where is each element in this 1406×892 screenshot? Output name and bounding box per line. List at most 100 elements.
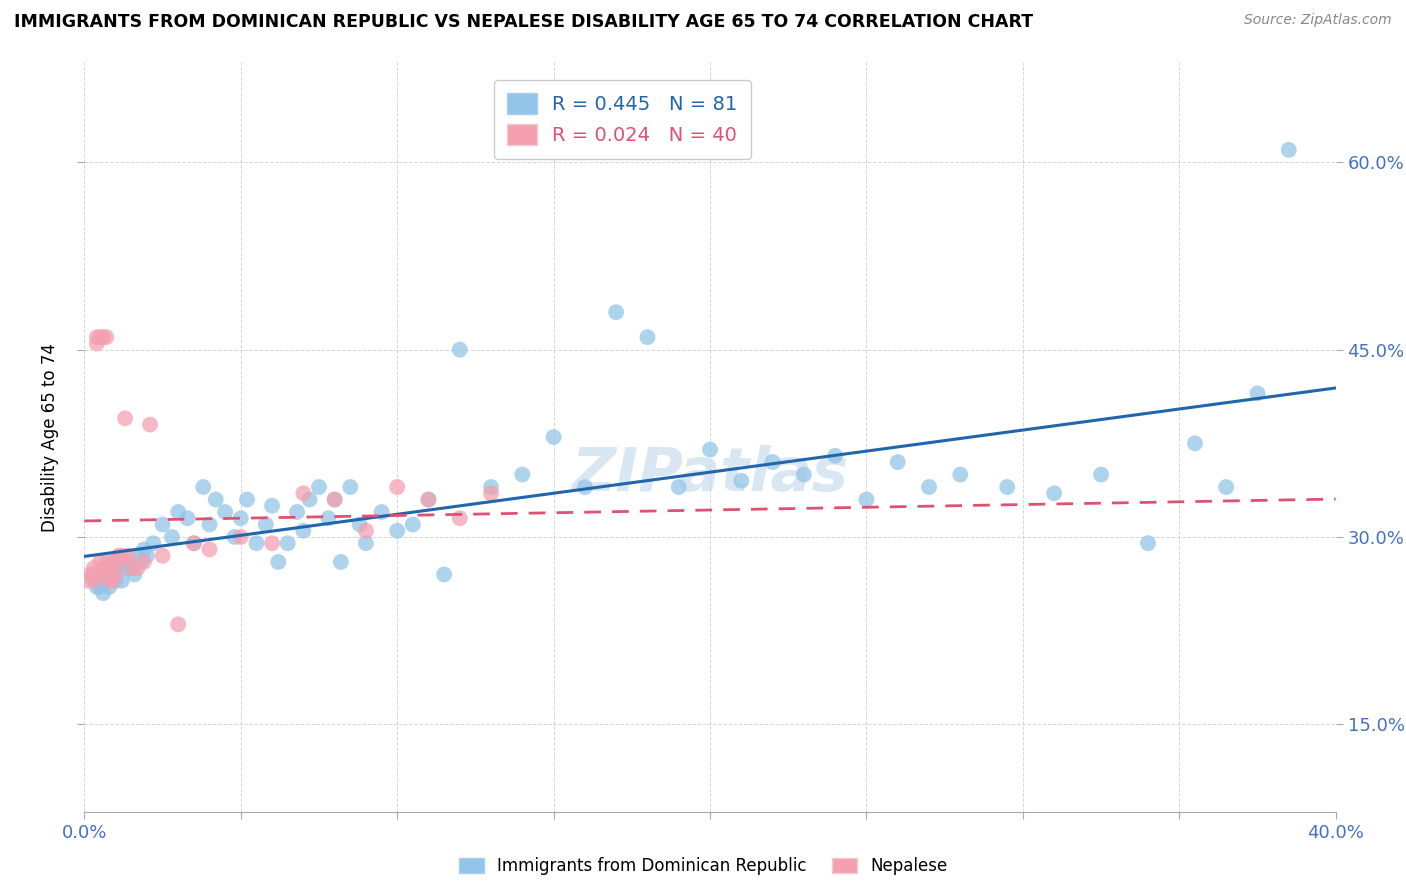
Point [855,492,877,507]
Point [267,555,290,569]
Point [120,561,142,575]
Point [995,480,1018,494]
Point [433,567,456,582]
Point [543,430,565,444]
Point [229,530,252,544]
Point [1215,480,1237,494]
Point [101,561,124,575]
Point [91,567,114,582]
Point [176,511,198,525]
Point [98,567,121,582]
Point [114,411,136,425]
Point [91,330,114,344]
Point [229,511,252,525]
Point [96,561,118,575]
Text: ZIPatlas: ZIPatlas [571,445,849,504]
Point [86,580,108,594]
Point [120,561,142,575]
Point [107,549,129,563]
Point [949,467,972,482]
Point [83,561,105,575]
Point [370,505,392,519]
Point [96,574,118,588]
Point [323,492,346,507]
Point [89,580,111,594]
Point [479,480,502,494]
Point [152,517,174,532]
Point [479,486,502,500]
Point [142,536,165,550]
Point [83,567,105,582]
Point [104,574,127,588]
Point [98,561,121,575]
Legend: Immigrants from Dominican Republic, Nepalese: Immigrants from Dominican Republic, Nepa… [450,849,956,884]
Point [114,555,136,569]
Point [385,480,409,494]
Point [107,555,129,569]
Point [117,549,139,563]
Point [1246,386,1268,401]
Point [354,536,377,550]
Point [124,567,146,582]
Point [111,574,134,588]
Point [339,480,361,494]
Point [104,561,127,575]
Point [111,549,134,563]
Point [224,530,246,544]
Point [349,517,371,532]
Point [91,561,114,575]
Point [89,555,111,569]
Point [1136,536,1159,550]
Point [285,505,308,519]
Point [418,492,440,507]
Point [132,542,155,557]
Point [245,536,267,550]
Point [96,555,118,569]
Point [323,492,346,507]
Y-axis label: Disability Age 65 to 74: Disability Age 65 to 74 [41,343,59,532]
Point [793,467,815,482]
Point [104,555,127,569]
Point [101,555,124,569]
Point [98,580,121,594]
Point [730,474,752,488]
Point [89,574,111,588]
Point [89,567,111,582]
Point [1090,467,1112,482]
Point [183,536,205,550]
Point [512,467,534,482]
Point [152,549,174,563]
Point [668,480,690,494]
Point [1278,143,1301,157]
Point [329,555,352,569]
Text: IMMIGRANTS FROM DOMINICAN REPUBLIC VS NEPALESE DISABILITY AGE 65 TO 74 CORRELATI: IMMIGRANTS FROM DOMINICAN REPUBLIC VS NE… [14,13,1033,31]
Point [918,480,941,494]
Point [198,517,221,532]
Point [83,574,105,588]
Point [277,536,299,550]
Point [86,336,108,351]
Point [167,617,190,632]
Point [699,442,721,457]
Point [167,505,190,519]
Point [98,574,121,588]
Point [160,530,183,544]
Point [183,536,205,550]
Point [262,499,284,513]
Point [76,574,98,588]
Point [292,524,315,538]
Point [298,492,321,507]
Point [132,555,155,569]
Point [574,480,596,494]
Point [292,486,315,500]
Point [79,567,101,582]
Point [89,330,111,344]
Point [887,455,910,469]
Point [101,574,124,588]
Point [204,492,226,507]
Point [354,524,377,538]
Point [762,455,785,469]
Point [236,492,259,507]
Point [86,330,108,344]
Point [139,417,162,432]
